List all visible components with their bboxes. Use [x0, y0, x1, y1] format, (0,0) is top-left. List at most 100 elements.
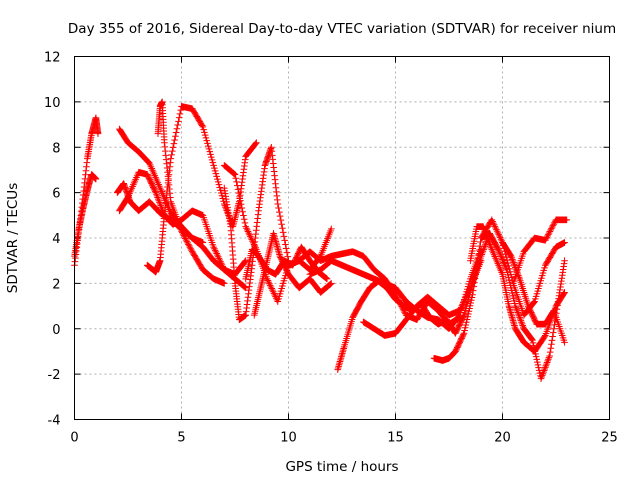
data-point [156, 200, 164, 208]
data-point [509, 257, 517, 265]
data-point [266, 280, 273, 287]
data-point [213, 250, 220, 257]
data-point [535, 364, 542, 371]
data-point [500, 259, 508, 266]
data-point [211, 167, 219, 175]
data-point [178, 227, 185, 235]
data-point [217, 186, 224, 194]
data-point [269, 288, 277, 296]
data-point [546, 348, 554, 356]
data-point [538, 372, 546, 379]
data-point [233, 182, 241, 189]
data-point [489, 218, 496, 225]
data-point [548, 341, 555, 348]
data-point [494, 246, 502, 253]
data-point [174, 121, 181, 129]
data-point [244, 228, 252, 235]
data-point [213, 173, 220, 180]
data-point [517, 317, 525, 324]
data-point [268, 285, 275, 292]
data-point [270, 290, 278, 297]
data-point [273, 296, 281, 304]
data-point [265, 278, 272, 286]
plot-frame [74, 56, 610, 420]
data-point [501, 260, 508, 268]
data-point [490, 219, 497, 227]
data-point [511, 262, 519, 270]
data-point [495, 231, 502, 238]
series-t4 [116, 168, 249, 278]
data-point [230, 169, 237, 177]
data-point [157, 202, 165, 209]
data-point [251, 242, 259, 250]
data-point [177, 106, 185, 114]
data-point [531, 347, 539, 355]
data-point [465, 307, 473, 315]
data-point [546, 352, 553, 360]
data-point [188, 246, 195, 254]
data-point [275, 204, 282, 212]
y-tick-label: -2 [48, 368, 61, 383]
data-point [245, 229, 253, 237]
data-point [271, 291, 279, 299]
data-point [460, 329, 468, 337]
data-point [518, 320, 526, 328]
data-point [466, 302, 474, 310]
data-point [236, 193, 243, 201]
data-point [168, 151, 175, 159]
data-point [284, 253, 292, 260]
data-point [512, 304, 520, 311]
data-point [545, 231, 552, 238]
data-point [461, 295, 469, 303]
data-point [241, 283, 249, 291]
data-point [248, 236, 256, 243]
data-point [501, 262, 509, 269]
data-point [242, 257, 249, 264]
data-point [542, 236, 549, 244]
data-point [185, 241, 192, 248]
data-point [328, 225, 335, 233]
data-point [496, 234, 504, 241]
data-point [469, 291, 476, 299]
data-point [460, 297, 468, 305]
data-point [269, 286, 276, 294]
data-point [252, 140, 259, 147]
data-point [152, 189, 160, 196]
data-point [548, 223, 556, 231]
data-point [217, 189, 225, 197]
y-tick-label: 10 [44, 96, 61, 111]
data-point [243, 226, 251, 234]
x-tick-label: 10 [280, 431, 297, 446]
data-point [460, 331, 467, 338]
data-point [543, 360, 550, 368]
data-point [170, 140, 178, 147]
data-point [276, 208, 283, 216]
y-tick-label: 4 [52, 232, 60, 247]
data-point [475, 250, 482, 258]
data-point [481, 226, 488, 234]
data-point [463, 316, 471, 323]
data-point [528, 335, 536, 343]
data-point [529, 339, 537, 347]
data-point [549, 308, 557, 315]
data-point [246, 231, 253, 239]
data-point [153, 192, 161, 200]
data-point [230, 170, 238, 178]
data-point [470, 283, 478, 290]
data-point [546, 228, 554, 235]
data-point [183, 238, 191, 245]
data-point [502, 263, 509, 271]
y-tick-label: 6 [52, 187, 60, 202]
data-point [207, 151, 214, 158]
data-point [477, 238, 484, 246]
data-point [282, 241, 289, 248]
data-point [490, 221, 498, 229]
data-point [550, 325, 558, 333]
data-point [549, 222, 557, 229]
data-point [327, 280, 334, 288]
data-point [499, 257, 507, 265]
data-point [279, 229, 287, 236]
data-point [514, 309, 522, 316]
data-point [513, 306, 520, 313]
